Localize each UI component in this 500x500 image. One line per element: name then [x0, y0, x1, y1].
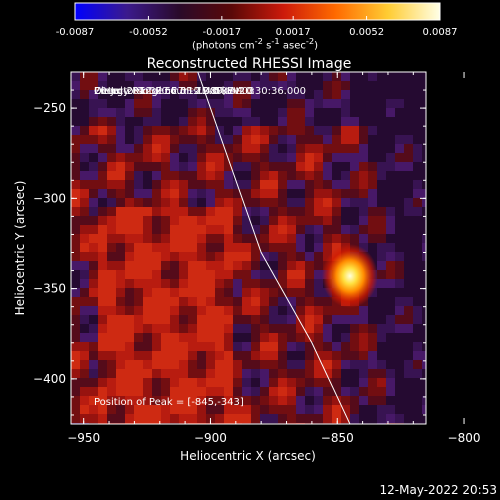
- x-tick-label: −850: [321, 431, 354, 445]
- axis-ticks: [71, 71, 465, 424]
- colorbar-ticks: [74, 16, 441, 20]
- y-tick-label: −400: [33, 372, 66, 386]
- x-axis-title: Heliocentric X (arcsec): [180, 449, 316, 463]
- colorbar-tick-label: 0.0052: [349, 27, 384, 38]
- y-tick-label: −350: [33, 282, 66, 296]
- plot-frame: [70, 71, 427, 425]
- colorbar-unit: (photons cm-2 s-1 asec-2): [191, 36, 319, 52]
- colorbar-tick-label: 0.0017: [276, 27, 311, 38]
- solar-limb-line: [197, 72, 351, 424]
- x-tick-label: −950: [67, 431, 100, 445]
- colorbar-tick-label: -0.0087: [56, 27, 95, 38]
- footer-timestamp: 12-May-2022 20:53: [380, 483, 497, 497]
- annotation-time: 20-Jul-2012 20:27:12.000 to 20:30:36.000: [94, 86, 306, 97]
- annotation-energy: Energy Range: 6.0 - 12.0 keV: [94, 86, 241, 97]
- annotation-detectors: Detectors: 3F 5F 6F 7F 8F, Att 0: [94, 86, 254, 97]
- y-tick-label: −250: [33, 101, 66, 115]
- colorbar-tick-label: 0.0087: [423, 27, 458, 38]
- y-tick-label: −300: [33, 191, 66, 205]
- annotation-counts: Clean Total counts: 4.58E+03: [94, 86, 255, 97]
- peak-position-label: Position of Peak = [-845,-343]: [94, 397, 244, 408]
- chart-title: Reconstructed RHESSI Image: [147, 56, 352, 72]
- colorbar-tick-labels: -0.0087 -0.0052 -0.0017 0.0017 0.0052 0.0087: [56, 27, 458, 38]
- heatmap-image: [71, 72, 426, 424]
- colorbar-tick-label: -0.0052: [129, 27, 168, 38]
- x-tick-label: −900: [194, 431, 227, 445]
- colorbar-tick-label: -0.0017: [203, 27, 242, 38]
- peak-source: [321, 243, 378, 308]
- colorbar: [74, 2, 441, 21]
- y-axis-title: Heliocentric Y (arcsec): [13, 181, 27, 316]
- x-tick-label: −800: [448, 431, 481, 445]
